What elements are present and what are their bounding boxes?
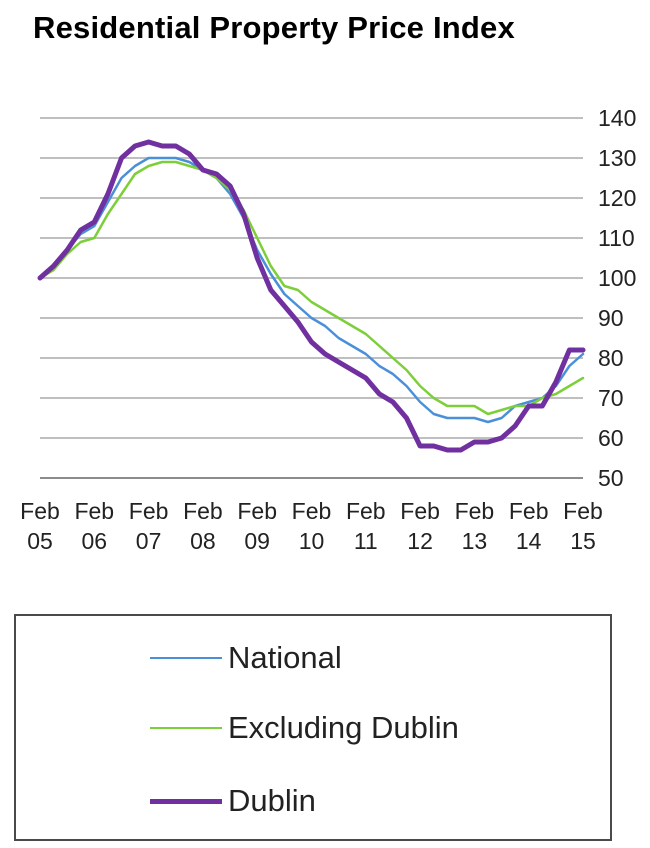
y-tick-label: 140 xyxy=(598,105,636,131)
y-tick-label: 120 xyxy=(598,185,636,211)
series-line-national xyxy=(38,156,585,424)
x-tick-label: Feb xyxy=(183,498,223,524)
line-chart: 140 130 120 110 100 90 80 70 60 50 Feb 05 Feb 06 Feb 0… xyxy=(20,105,636,554)
x-tick-label: 14 xyxy=(516,528,542,554)
legend-item-national: National xyxy=(150,638,342,678)
y-tick-label: 50 xyxy=(598,465,624,491)
x-tick-label: 06 xyxy=(82,528,108,554)
y-tick-label: 130 xyxy=(598,145,636,171)
legend-label: National xyxy=(228,640,342,675)
x-tick-label: Feb xyxy=(292,498,332,524)
y-tick-label: 80 xyxy=(598,345,624,371)
y-tick-label: 90 xyxy=(598,305,624,331)
series-line-excluding-dublin xyxy=(38,160,585,416)
x-tick-label: 12 xyxy=(407,528,433,554)
gridlines xyxy=(40,117,583,479)
x-tick-label: 15 xyxy=(570,528,596,554)
x-tick-label: Feb xyxy=(563,498,603,524)
y-tick-label: 60 xyxy=(598,425,624,451)
x-tick-label: 08 xyxy=(190,528,216,554)
x-tick-label: 05 xyxy=(27,528,53,554)
legend-swatch xyxy=(150,727,222,729)
y-tick-label: 100 xyxy=(598,265,636,291)
x-tick-label: Feb xyxy=(346,498,386,524)
x-tick-label: 10 xyxy=(299,528,325,554)
legend-swatch xyxy=(150,798,222,804)
chart-title: Residential Property Price Index xyxy=(33,10,515,45)
y-tick-label: 110 xyxy=(598,225,635,251)
x-tick-label: 07 xyxy=(136,528,162,554)
x-tick-label: Feb xyxy=(74,498,114,524)
legend: National Excluding Dublin Dublin xyxy=(14,614,612,841)
x-tick-label: Feb xyxy=(237,498,277,524)
legend-label: Excluding Dublin xyxy=(228,710,459,745)
x-tick-label: 11 xyxy=(354,528,378,554)
series-lines xyxy=(37,139,586,453)
x-tick-label: 13 xyxy=(462,528,488,554)
x-axis-ticks: Feb 05 Feb 06 Feb 07 Feb 08 Feb 09 Feb 10 Feb 11 Feb 12… xyxy=(20,498,603,554)
x-tick-label: Feb xyxy=(20,498,60,524)
legend-label: Dublin xyxy=(228,783,316,818)
x-tick-label: Feb xyxy=(400,498,440,524)
y-tick-label: 70 xyxy=(598,385,624,411)
legend-swatch xyxy=(150,657,222,659)
x-tick-label: Feb xyxy=(509,498,549,524)
legend-item-excluding-dublin: Excluding Dublin xyxy=(150,708,459,748)
x-tick-label: Feb xyxy=(455,498,495,524)
series-line-dublin xyxy=(37,139,586,453)
y-axis-ticks: 140 130 120 110 100 90 80 70 60 50 xyxy=(598,105,636,491)
x-tick-label: Feb xyxy=(129,498,169,524)
legend-item-dublin: Dublin xyxy=(150,781,316,821)
x-tick-label: 09 xyxy=(244,528,270,554)
